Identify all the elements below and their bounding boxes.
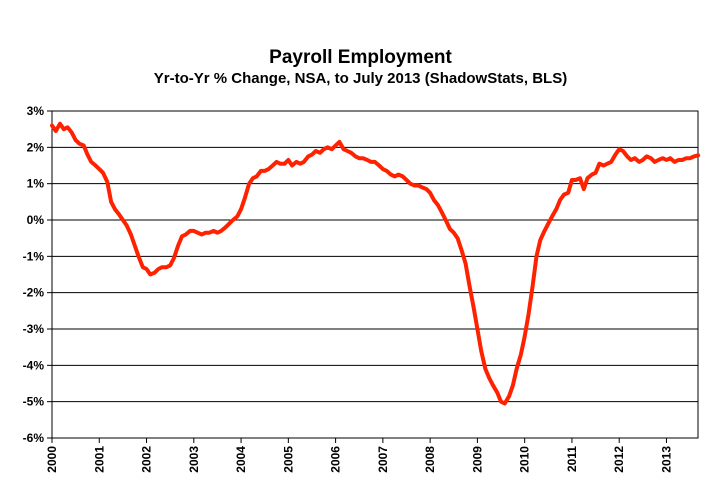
y-tick-label: -4% [23,358,45,372]
y-tick-label: 3% [27,104,45,118]
axes [47,110,699,443]
series-layer [50,121,701,406]
x-tick-label: 2004 [234,446,248,473]
y-tick-label: 1% [27,177,45,191]
chart-subtitle: Yr-to-Yr % Change, NSA, to July 2013 (Sh… [153,70,568,87]
y-tick-label: -5% [23,395,45,409]
y-axis-tick-labels: 3% 2% 1% 0% -1% -2% -3% -4% -5% -6% [23,104,45,445]
y-tick-label: -2% [23,286,45,300]
x-tick-label: 2009 [470,446,484,473]
x-tick-label: 2012 [612,446,626,473]
x-tick-label: 2010 [518,446,532,473]
y-tick-label: -3% [23,322,45,336]
x-tick-label: 2002 [140,446,154,473]
x-tick-label: 2011 [565,446,579,472]
x-tick-label: 2006 [329,446,343,473]
x-tick-label: 2008 [423,446,437,473]
series-line [50,121,701,406]
chart-title: Payroll Employment [269,47,452,68]
plot-border [51,110,699,439]
y-tick-label: 0% [27,213,45,227]
y-tick-label: -6% [23,431,45,445]
y-tick-label: -1% [23,249,45,263]
x-tick-label: 2013 [659,446,673,473]
x-tick-label: 2007 [376,446,390,473]
x-tick-label: 2001 [92,446,106,473]
x-tick-label: 2005 [281,446,295,473]
x-axis-tick-labels: 2000 2001 2002 2003 2004 2005 2006 2007 2008 2009… [45,446,673,473]
x-tick-label: 2000 [45,446,59,473]
x-tick-label: 2003 [187,446,201,473]
y-tick-label: 2% [27,140,45,154]
